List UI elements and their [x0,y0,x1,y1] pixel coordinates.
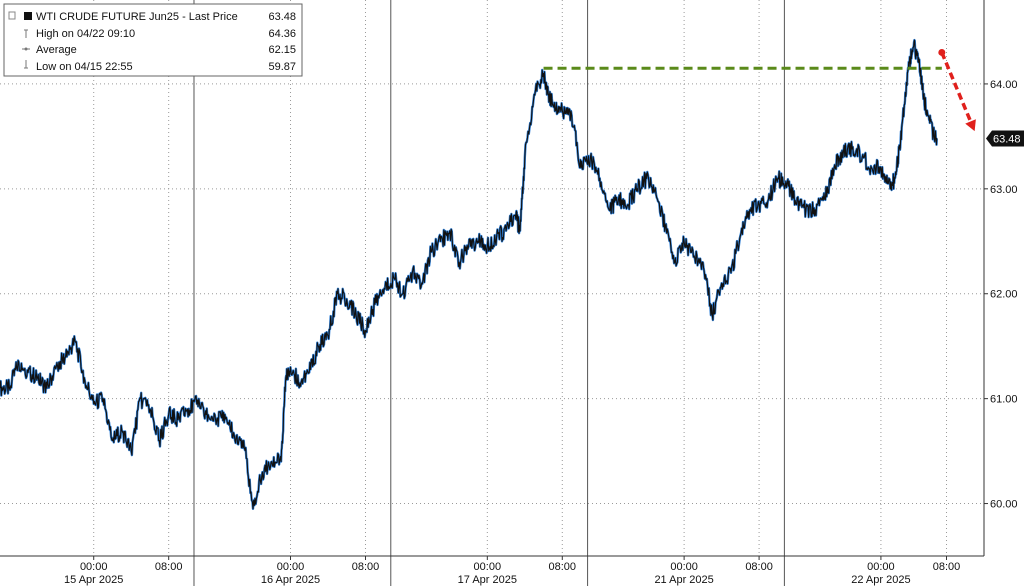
legend-box [3,3,303,77]
x-date-label: 16 Apr 2025 [261,574,320,586]
legend-low-label: Low on 04/15 22:55 [36,61,133,73]
x-tick-label: 00:00 [867,561,895,573]
y-tick-label: 63.00 [990,184,1018,196]
legend-low-value: 59.87 [268,61,296,73]
x-tick-label: 08:00 [933,561,961,573]
x-tick-label: 00:00 [474,561,502,573]
trend-arrow-shaft [940,51,973,123]
last-price-badge-label: 63.48 [993,133,1021,145]
legend-average-label: Average [36,44,77,56]
price-line [0,39,938,510]
chart-legend: WTI CRUDE FUTURE Jun25 - Last Price 63.4… [3,3,303,77]
annotation-layer [543,48,976,132]
legend-average-value: 62.15 [268,44,296,56]
y-tick-label: 61.00 [990,394,1018,406]
y-tick-label: 64.00 [990,79,1018,91]
trend-arrow-head [965,119,976,132]
price-line-layer [0,38,938,510]
y-tick-label: 62.00 [990,289,1018,301]
last-price-badge-shape [986,130,1024,147]
legend-high-value: 64.36 [268,28,296,40]
x-tick-label: 08:00 [549,561,577,573]
x-date-label: 22 Apr 2025 [851,574,910,586]
x-tick-label: 08:00 [155,561,183,573]
legend-title-value: 63.48 [268,11,296,23]
legend-average-dot [24,47,28,51]
x-date-label: 15 Apr 2025 [64,574,123,586]
x-tick-label: 00:00 [80,561,108,573]
x-date-label: 21 Apr 2025 [654,574,713,586]
x-tick-label: 08:00 [745,561,773,573]
last-price-badge: 63.48 [986,130,1024,147]
legend-series-swatch [24,12,32,20]
x-date-label: 17 Apr 2025 [458,574,517,586]
x-tick-label: 00:00 [277,561,305,573]
x-tick-label: 08:00 [352,561,380,573]
legend-title: WTI CRUDE FUTURE Jun25 - Last Price [36,11,238,23]
legend-high-label: High on 04/22 09:10 [36,28,135,40]
y-tick-label: 60.00 [990,499,1018,511]
grid-layer [0,0,984,586]
x-tick-label: 00:00 [670,561,698,573]
legend-collapse-icon [8,11,16,20]
